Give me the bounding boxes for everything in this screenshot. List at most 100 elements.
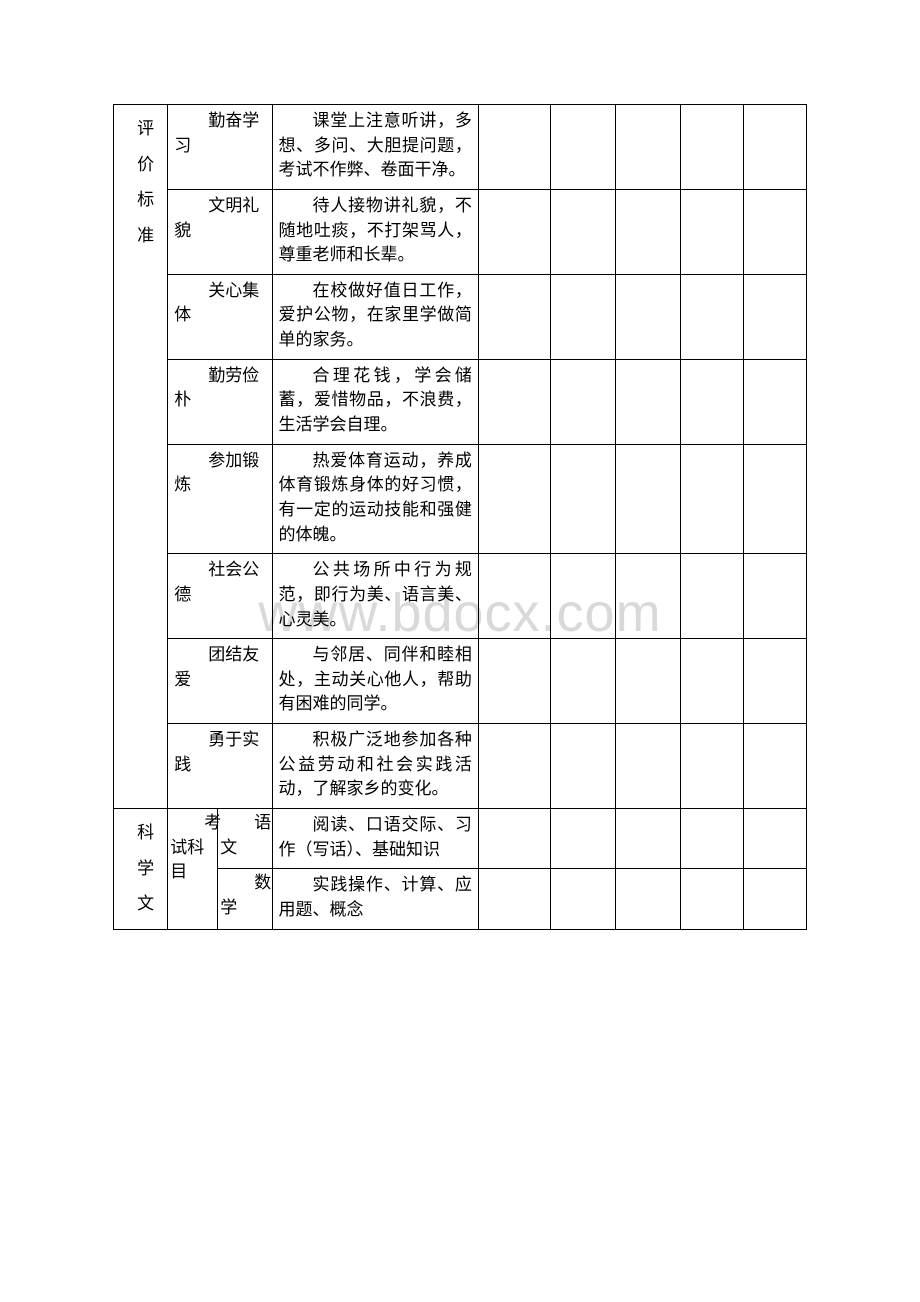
empty-cell bbox=[743, 554, 806, 639]
empty-cell bbox=[680, 639, 743, 724]
empty-cell bbox=[550, 809, 615, 869]
criteria-item: 勤劳俭 朴 bbox=[168, 359, 272, 444]
empty-cell bbox=[680, 554, 743, 639]
empty-cell bbox=[478, 809, 550, 869]
empty-cell bbox=[680, 274, 743, 359]
empty-cell bbox=[615, 274, 680, 359]
criteria-label-b: 体 bbox=[174, 303, 267, 328]
empty-cell bbox=[615, 105, 680, 190]
section-header-label: 科学文 bbox=[136, 815, 155, 922]
criteria-item: 团结友 爱 bbox=[168, 639, 272, 724]
document-page: 评价标准 勤奋学 习 课堂上注意听讲，多想、多问、大胆提问题，考试不作弊、卷面干… bbox=[113, 104, 807, 930]
empty-cell bbox=[550, 105, 615, 190]
subject-label-a: 数 bbox=[220, 871, 269, 896]
empty-cell bbox=[478, 105, 550, 190]
empty-cell bbox=[615, 724, 680, 809]
table-row: 数 学 实践操作、计算、应用题、概念 bbox=[114, 869, 807, 929]
section-header-eval: 评价标准 bbox=[114, 105, 168, 809]
empty-cell bbox=[478, 639, 550, 724]
subject-cell: 数 学 bbox=[218, 869, 272, 929]
table-row: 关心集 体 在校做好值日工作，爱护公物，在家里学做简单的家务。 bbox=[114, 274, 807, 359]
criteria-desc: 待人接物讲礼貌，不随地吐痰，不打架骂人，尊重老师和长辈。 bbox=[272, 189, 478, 274]
criteria-item: 文明礼 貌 bbox=[168, 189, 272, 274]
empty-cell bbox=[743, 724, 806, 809]
empty-cell bbox=[550, 189, 615, 274]
table-row: 文明礼 貌 待人接物讲礼貌，不随地吐痰，不打架骂人，尊重老师和长辈。 bbox=[114, 189, 807, 274]
table-row: 社会公 德 公共场所中行为规范，即行为美、语言美、心灵美。 bbox=[114, 554, 807, 639]
empty-cell bbox=[615, 189, 680, 274]
empty-cell bbox=[550, 639, 615, 724]
criteria-label-a: 关心集 bbox=[174, 279, 267, 304]
subject-desc: 阅读、口语交际、习作（写话）、基础知识 bbox=[272, 809, 478, 869]
empty-cell bbox=[680, 869, 743, 929]
criteria-desc-text: 待人接物讲礼貌，不随地吐痰，不打架骂人，尊重老师和长辈。 bbox=[279, 194, 472, 268]
empty-cell bbox=[478, 554, 550, 639]
criteria-label-b: 爱 bbox=[174, 668, 267, 693]
table-row: 评价标准 勤奋学 习 课堂上注意听讲，多想、多问、大胆提问题，考试不作弊、卷面干… bbox=[114, 105, 807, 190]
empty-cell bbox=[550, 274, 615, 359]
criteria-label-b: 践 bbox=[174, 753, 267, 778]
empty-cell bbox=[743, 105, 806, 190]
empty-cell bbox=[743, 444, 806, 554]
empty-cell bbox=[680, 809, 743, 869]
criteria-desc-text: 课堂上注意听讲，多想、多问、大胆提问题，考试不作弊、卷面干净。 bbox=[279, 109, 472, 183]
empty-cell bbox=[615, 554, 680, 639]
empty-cell bbox=[680, 359, 743, 444]
criteria-label-b: 德 bbox=[174, 583, 267, 608]
empty-cell bbox=[743, 809, 806, 869]
section-header-label: 评价标准 bbox=[136, 111, 155, 254]
criteria-label-a: 勤劳俭 bbox=[174, 364, 267, 389]
criteria-desc-text: 与邻居、同伴和睦相处，主动关心他人，帮助有困难的同学。 bbox=[279, 643, 472, 717]
empty-cell bbox=[743, 189, 806, 274]
criteria-label-a: 文明礼 bbox=[174, 194, 267, 219]
criteria-desc: 与邻居、同伴和睦相处，主动关心他人，帮助有困难的同学。 bbox=[272, 639, 478, 724]
subject-label-b: 文 bbox=[220, 838, 237, 857]
criteria-item: 勇于实 践 bbox=[168, 724, 272, 809]
criteria-desc: 课堂上注意听讲，多想、多问、大胆提问题，考试不作弊、卷面干净。 bbox=[272, 105, 478, 190]
table-row: 团结友 爱 与邻居、同伴和睦相处，主动关心他人，帮助有困难的同学。 bbox=[114, 639, 807, 724]
criteria-label-b: 习 bbox=[174, 134, 267, 159]
subject-label-a: 语 bbox=[220, 811, 269, 836]
empty-cell bbox=[478, 869, 550, 929]
empty-cell bbox=[478, 189, 550, 274]
subheader-exam: 考 试科目 bbox=[168, 809, 218, 930]
empty-cell bbox=[680, 189, 743, 274]
criteria-label-a: 社会公 bbox=[174, 558, 267, 583]
empty-cell bbox=[743, 639, 806, 724]
subheader-label-b: 试科目 bbox=[170, 838, 204, 882]
criteria-desc: 在校做好值日工作，爱护公物，在家里学做简单的家务。 bbox=[272, 274, 478, 359]
criteria-item: 参加锻 炼 bbox=[168, 444, 272, 554]
criteria-item: 勤奋学 习 bbox=[168, 105, 272, 190]
empty-cell bbox=[615, 639, 680, 724]
subject-cell: 语 文 bbox=[218, 809, 272, 869]
empty-cell bbox=[478, 359, 550, 444]
criteria-label-a: 勤奋学 bbox=[174, 109, 267, 134]
criteria-label-b: 炼 bbox=[174, 473, 267, 498]
empty-cell bbox=[680, 105, 743, 190]
subject-desc: 实践操作、计算、应用题、概念 bbox=[272, 869, 478, 929]
empty-cell bbox=[550, 444, 615, 554]
criteria-desc: 积极广泛地参加各种公益劳动和社会实践活动，了解家乡的变化。 bbox=[272, 724, 478, 809]
criteria-desc-text: 积极广泛地参加各种公益劳动和社会实践活动，了解家乡的变化。 bbox=[279, 728, 472, 802]
table-row: 科学文 考 试科目 语 文 阅读、口语交际、习作（写话）、基础知识 bbox=[114, 809, 807, 869]
criteria-desc-text: 在校做好值日工作，爱护公物，在家里学做简单的家务。 bbox=[279, 279, 472, 353]
evaluation-table: 评价标准 勤奋学 习 课堂上注意听讲，多想、多问、大胆提问题，考试不作弊、卷面干… bbox=[113, 104, 807, 930]
section-header-science: 科学文 bbox=[114, 809, 168, 930]
empty-cell bbox=[680, 444, 743, 554]
criteria-desc: 合理花钱，学会储蓄，爱惜物品，不浪费，生活学会自理。 bbox=[272, 359, 478, 444]
criteria-label-a: 勇于实 bbox=[174, 728, 267, 753]
empty-cell bbox=[680, 724, 743, 809]
empty-cell bbox=[550, 869, 615, 929]
empty-cell bbox=[550, 359, 615, 444]
subject-label-b: 学 bbox=[220, 898, 237, 917]
empty-cell bbox=[615, 359, 680, 444]
criteria-desc-text: 热爱体育运动，养成体育锻炼身体的好习惯，有一定的运动技能和强健的体魄。 bbox=[279, 449, 472, 548]
subject-desc-text: 阅读、口语交际、习作（写话）、基础知识 bbox=[279, 813, 472, 862]
criteria-item: 关心集 体 bbox=[168, 274, 272, 359]
criteria-desc: 热爱体育运动，养成体育锻炼身体的好习惯，有一定的运动技能和强健的体魄。 bbox=[272, 444, 478, 554]
empty-cell bbox=[615, 869, 680, 929]
empty-cell bbox=[478, 274, 550, 359]
subject-desc-text: 实践操作、计算、应用题、概念 bbox=[279, 873, 472, 922]
criteria-label-a: 参加锻 bbox=[174, 449, 267, 474]
criteria-desc-text: 公共场所中行为规范，即行为美、语言美、心灵美。 bbox=[279, 558, 472, 632]
